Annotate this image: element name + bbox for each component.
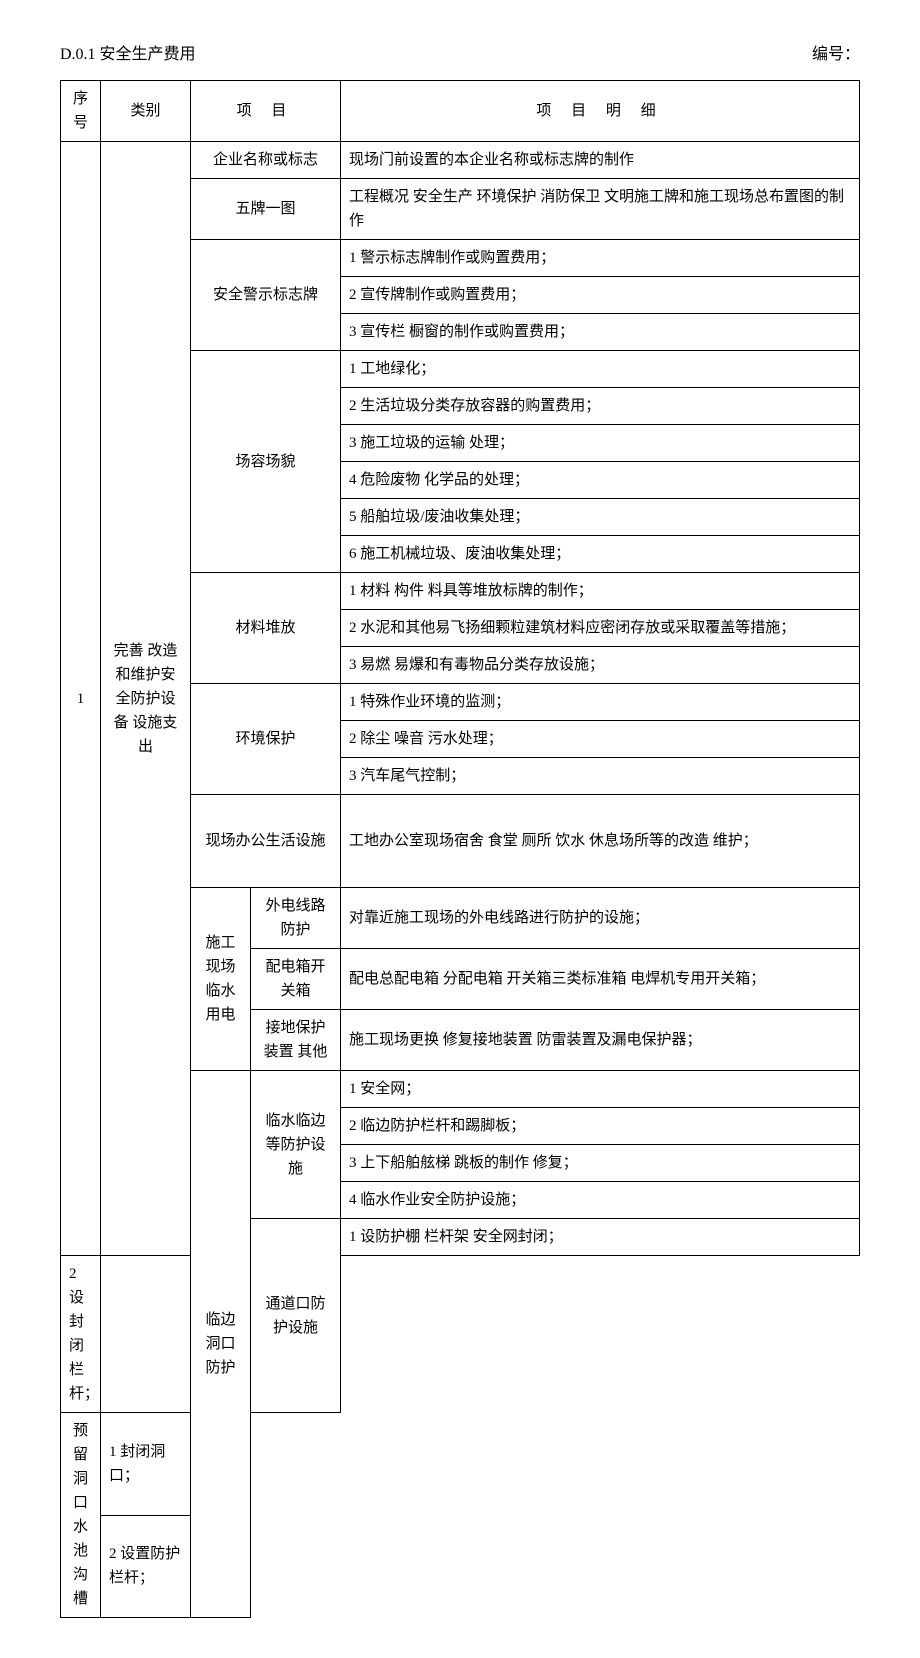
- cell-detail: 2 临边防护栏杆和踢脚板；: [341, 1108, 860, 1145]
- cell-detail: 3 施工垃圾的运输 处理；: [341, 425, 860, 462]
- table-row: 2 设封闭 栏杆；: [61, 1256, 860, 1413]
- table-row: 预留洞口水池 沟槽 1 封闭洞口；: [61, 1413, 860, 1516]
- cell-detail: 3 易燃 易爆和有毒物品分类存放设施；: [341, 647, 860, 684]
- cost-table: 序号 类别 项 目 项 目 明 细 1 完善 改造和维护安全防护设备 设施支出 …: [60, 80, 860, 1618]
- cell-detail: 1 安全网；: [341, 1071, 860, 1108]
- cell-item: 企业名称或标志: [191, 142, 341, 179]
- cell-item: 材料堆放: [191, 573, 341, 684]
- cell-detail: 2 水泥和其他易飞扬细颗粒建筑材料应密闭存放或采取覆盖等措施；: [341, 610, 860, 647]
- table-row: 2 设置防护栏杆；: [61, 1515, 860, 1618]
- cell-detail: 2 生活垃圾分类存放容器的购置费用；: [341, 388, 860, 425]
- cell-detail: 4 临水作业安全防护设施；: [341, 1182, 860, 1219]
- cell-detail: 2 设封闭 栏杆；: [61, 1256, 101, 1413]
- title-right: 编号：: [812, 40, 860, 64]
- cell-detail: 1 设防护棚 栏杆架 安全网封闭；: [341, 1219, 860, 1256]
- cell-detail: 工程概况 安全生产 环境保护 消防保卫 文明施工牌和施工现场总布置图的制作: [341, 179, 860, 240]
- cell-subitem: 接地保护装置 其他: [251, 1010, 341, 1071]
- cell-subitem: 通道口防护设施: [251, 1219, 341, 1413]
- cell-detail: 配电总配电箱 分配电箱 开关箱三类标准箱 电焊机专用开关箱；: [341, 949, 860, 1010]
- th-cat: 类别: [101, 81, 191, 142]
- th-seq: 序号: [61, 81, 101, 142]
- cell-detail: 对靠近施工现场的外电线路进行防护的设施；: [341, 888, 860, 949]
- cell-detail: 6 施工机械垃圾、废油收集处理；: [341, 536, 860, 573]
- cell-detail: 现场门前设置的本企业名称或标志牌的制作: [341, 142, 860, 179]
- page-header: D.0.1 安全生产费用 编号：: [60, 40, 860, 64]
- cell-subgroup: 施工现场临水用电: [191, 888, 251, 1071]
- cell-detail: 4 危险废物 化学品的处理；: [341, 462, 860, 499]
- cell-seq: 1: [61, 142, 101, 1256]
- cell-detail: 1 封闭洞口；: [101, 1413, 191, 1516]
- cell-subitem: 外电线路防护: [251, 888, 341, 949]
- cell-category: 完善 改造和维护安全防护设备 设施支出: [101, 142, 191, 1256]
- cell-item: 环境保护: [191, 684, 341, 795]
- cell-subitem: 配电箱开关箱: [251, 949, 341, 1010]
- cell-detail: 工地办公室现场宿舍 食堂 厕所 饮水 休息场所等的改造 维护；: [341, 795, 860, 888]
- cell-subitem: 临水临边等防护设施: [251, 1071, 341, 1219]
- th-item: 项 目: [191, 81, 341, 142]
- cell-detail: 施工现场更换 修复接地装置 防雷装置及漏电保护器；: [341, 1010, 860, 1071]
- cell-detail: 1 工地绿化；: [341, 351, 860, 388]
- table-row: 1 完善 改造和维护安全防护设备 设施支出 企业名称或标志 现场门前设置的本企业…: [61, 142, 860, 179]
- cell-detail: 1 特殊作业环境的监测；: [341, 684, 860, 721]
- table-header-row: 序号 类别 项 目 项 目 明 细: [61, 81, 860, 142]
- cell-detail: 1 材料 构件 料具等堆放标牌的制作；: [341, 573, 860, 610]
- cell-detail: 3 汽车尾气控制；: [341, 758, 860, 795]
- cell-detail: 2 宣传牌制作或购置费用；: [341, 277, 860, 314]
- cell-detail: 1 警示标志牌制作或购置费用；: [341, 240, 860, 277]
- cell-subitem: 预留洞口水池 沟槽: [61, 1413, 101, 1618]
- cell-detail: 3 上下船舶舷梯 跳板的制作 修复；: [341, 1145, 860, 1182]
- cell-item: 场容场貌: [191, 351, 341, 573]
- cell-item: 五牌一图: [191, 179, 341, 240]
- cell-subgroup: 临边洞口防护: [191, 1071, 251, 1618]
- cell-item: 安全警示标志牌: [191, 240, 341, 351]
- cell-detail: 3 宣传栏 橱窗的制作或购置费用；: [341, 314, 860, 351]
- cell-detail: 5 船舶垃圾/废油收集处理；: [341, 499, 860, 536]
- cell-detail: 2 除尘 噪音 污水处理；: [341, 721, 860, 758]
- cell-detail: 2 设置防护栏杆；: [101, 1515, 191, 1618]
- cell-item: 现场办公生活设施: [191, 795, 341, 888]
- th-detail: 项 目 明 细: [341, 81, 860, 142]
- title-left: D.0.1 安全生产费用: [60, 40, 196, 64]
